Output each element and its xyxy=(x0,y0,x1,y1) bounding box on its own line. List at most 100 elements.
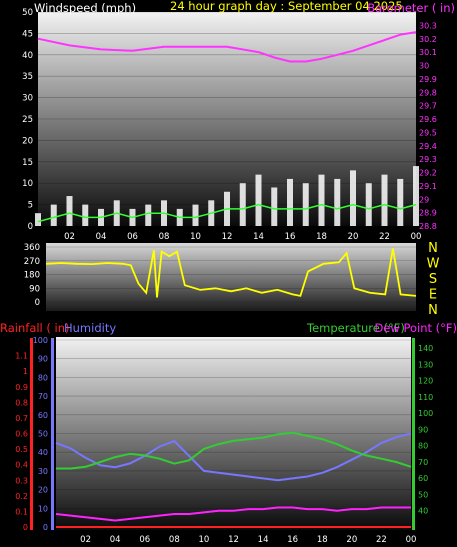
temp-y-tick: 60 xyxy=(418,474,428,483)
temp-x-tick: 06 xyxy=(139,535,150,545)
temp-y-tick: 100 xyxy=(418,409,433,418)
rain-y-tick: 0.7 xyxy=(15,414,28,423)
temp-grid xyxy=(56,339,411,528)
wind-x-tick: 04 xyxy=(96,232,107,242)
gust-bar xyxy=(35,213,41,226)
wind-y-tick: 25 xyxy=(22,115,33,125)
baro-y-tick: 29.5 xyxy=(419,128,437,137)
temp-x-tick: 00 xyxy=(406,535,417,545)
gust-bar xyxy=(413,166,419,226)
compass-label: N xyxy=(428,303,438,318)
wind-y-tick: 45 xyxy=(22,29,33,39)
baro-y-tick: 29.7 xyxy=(419,102,437,111)
wind-x-ticks: 02 04 06 08 10 12 14 16 18 20 22 00 xyxy=(64,232,421,242)
gust-bar xyxy=(66,196,73,226)
direction-y-tick: 180 xyxy=(24,271,40,281)
humidity-y-tick: 40 xyxy=(38,448,48,457)
direction-y-ticks: 0 90 180 270 360 xyxy=(24,243,40,308)
baro-y-ticks: 28.8 28.9 29 29.1 29.2 29.3 29.4 29.5 29.6 29.7 29… xyxy=(419,21,437,231)
wind-x-tick: 10 xyxy=(190,232,201,242)
humidity-y-tick: 30 xyxy=(38,467,48,476)
gust-bar xyxy=(381,174,388,226)
wind-y-tick: 5 xyxy=(28,201,33,211)
wind-speed-line xyxy=(37,203,417,223)
humidity-y-tick: 80 xyxy=(38,373,48,382)
compass-label: W xyxy=(427,257,440,272)
compass-label: E xyxy=(429,288,437,303)
rain-y-tick: 0.6 xyxy=(15,430,28,439)
temperature-axis-label: Temperature (°F) xyxy=(306,321,405,335)
gust-bar xyxy=(365,183,372,226)
wind-x-tick: 00 xyxy=(411,232,422,242)
humidity-y-ticks: 0 10 20 30 40 50 60 70 80 90 100 xyxy=(33,336,48,532)
gust-bar xyxy=(271,187,278,226)
wind-y-ticks: 0 5 10 15 20 25 30 35 40 45 50 xyxy=(22,8,33,232)
wind-x-tick: 16 xyxy=(285,232,296,242)
baro-y-tick: 28.8 xyxy=(419,222,437,231)
humidity-y-tick: 0 xyxy=(43,523,48,532)
temp-x-tick: 14 xyxy=(258,535,269,545)
wind-y-tick: 50 xyxy=(22,8,33,18)
temp-x-tick: 20 xyxy=(346,535,357,545)
temp-y-ticks: 40 50 60 70 80 90 100 110 120 130 140 xyxy=(418,344,433,516)
temp-x-tick: 10 xyxy=(199,535,210,545)
baro-y-tick: 30.3 xyxy=(419,21,437,30)
temp-y-tick: 110 xyxy=(418,393,433,402)
baro-y-tick: 29.2 xyxy=(419,169,437,178)
rain-axis-bar xyxy=(30,338,33,530)
gust-bar xyxy=(255,174,262,226)
temp-x-tick: 08 xyxy=(169,535,180,545)
baro-y-tick: 30 xyxy=(419,62,429,71)
wind-series xyxy=(35,31,419,226)
wind-x-tick: 14 xyxy=(253,232,264,242)
direction-y-tick: 90 xyxy=(29,284,40,294)
baro-y-tick: 29 xyxy=(419,195,429,204)
rain-y-tick: 0.9 xyxy=(15,383,28,392)
rain-y-tick: 1.1 xyxy=(15,352,28,361)
windspeed-axis-label: Windspeed (mph) xyxy=(34,1,136,15)
direction-y-tick: 270 xyxy=(24,257,40,267)
gust-bar xyxy=(82,204,89,226)
direction-series xyxy=(45,248,417,298)
direction-plot-area xyxy=(46,243,416,311)
temp-axis-bar xyxy=(412,338,415,530)
baro-y-tick: 29.9 xyxy=(419,75,437,84)
chart-title: 24 hour graph day : September 04 2025 xyxy=(170,0,403,13)
wind-x-tick: 22 xyxy=(379,232,390,242)
temp-x-ticks: 02 04 06 08 10 12 14 16 18 20 22 00 xyxy=(80,535,416,545)
temp-x-tick: 04 xyxy=(110,535,121,545)
humidity-y-tick: 50 xyxy=(38,430,48,439)
wind-x-tick: 20 xyxy=(348,232,359,242)
temperature-line xyxy=(56,431,412,470)
humidity-axis-label: Humidity xyxy=(64,321,116,335)
rain-y-tick: 0.4 xyxy=(15,461,28,470)
wind-y-tick: 0 xyxy=(28,222,33,232)
baro-y-tick: 29.6 xyxy=(419,115,437,124)
wind-y-tick: 15 xyxy=(22,158,33,168)
rain-y-tick: 0.3 xyxy=(15,476,28,485)
gust-bar xyxy=(145,204,152,226)
temp-y-tick: 90 xyxy=(418,425,428,434)
temp-series xyxy=(55,431,412,528)
temp-y-tick: 120 xyxy=(418,377,433,386)
gust-bar xyxy=(302,183,309,226)
humidity-line xyxy=(55,432,412,482)
gust-bar xyxy=(239,183,246,226)
gust-bar xyxy=(318,174,325,226)
humidity-y-tick: 10 xyxy=(38,504,48,513)
humidity-y-tick: 60 xyxy=(38,411,48,420)
temp-y-tick: 70 xyxy=(418,458,428,467)
temp-plot-area xyxy=(56,337,411,530)
rain-y-tick: 0.5 xyxy=(15,445,28,454)
gust-bar xyxy=(397,178,404,226)
temp-humidity-panel: 0 0.1 0.2 0.3 0.4 0.5 0.6 0.7 0.8 0.9 1 1.1 0 10 20 30… xyxy=(0,321,457,545)
humidity-axis-bar xyxy=(51,338,54,530)
baro-y-tick: 29.3 xyxy=(419,155,437,164)
humidity-y-tick: 90 xyxy=(38,355,48,364)
baro-y-tick: 30.2 xyxy=(419,35,437,44)
rain-y-tick: 0.2 xyxy=(15,492,28,501)
baro-y-tick: 28.9 xyxy=(419,209,437,218)
